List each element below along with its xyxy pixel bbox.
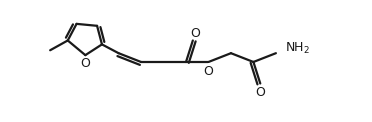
Text: NH$_2$: NH$_2$: [285, 41, 310, 56]
Text: O: O: [203, 65, 214, 78]
Text: O: O: [255, 86, 265, 99]
Text: O: O: [80, 57, 90, 70]
Text: O: O: [190, 27, 200, 40]
